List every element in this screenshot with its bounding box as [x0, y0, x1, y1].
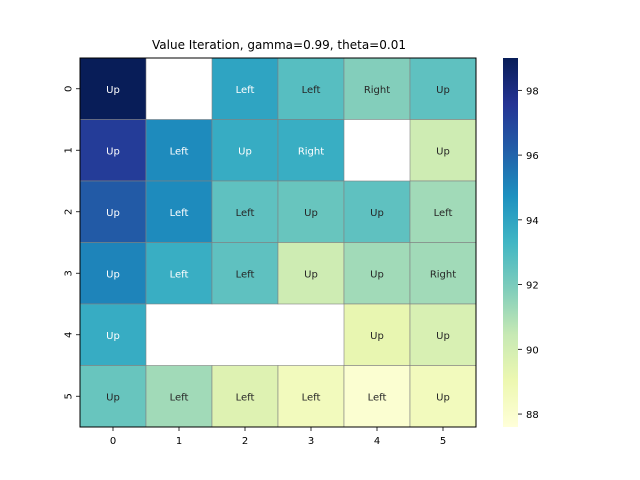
heatmap-cell [211, 57, 279, 120]
heatmap-cell [211, 365, 279, 428]
cell-label: Up [106, 208, 120, 219]
cell-label: Left [236, 269, 255, 280]
cell-label: Right [430, 269, 456, 280]
cell-label: Up [106, 269, 120, 280]
y-tick-label: 4 [64, 332, 75, 338]
cell-label: Up [304, 208, 318, 219]
x-axis-ticks: 0 1 2 3 4 5 [110, 427, 446, 447]
cell-label: Up [106, 331, 120, 342]
cell-label: Up [106, 85, 120, 96]
y-tick-label: 3 [64, 270, 75, 276]
heatmap-cell [343, 180, 411, 243]
heatmap-cell [409, 119, 477, 182]
heatmap-cell [409, 365, 477, 428]
heatmap-cells: Up Left Left Right Up Up Left Up Right Up Up Left Le… [79, 57, 477, 428]
plot-frame [79, 57, 477, 428]
cell-label: Left [170, 208, 189, 219]
heatmap-cell [145, 180, 213, 243]
cell-label: Left [170, 269, 189, 280]
cell-label: Up [370, 208, 384, 219]
heatmap-cell [409, 180, 477, 243]
cell-label: Left [236, 85, 255, 96]
cell-label: Left [302, 85, 321, 96]
heatmap-cell [211, 119, 279, 182]
y-tick-label: 0 [64, 86, 75, 92]
cell-label: Up [106, 146, 120, 157]
colorbar-tick-label: 94 [526, 216, 539, 227]
cell-label: Left [434, 208, 453, 219]
x-tick-label: 0 [110, 436, 116, 447]
colorbar-tick-label: 90 [526, 345, 539, 356]
cell-label: Left [170, 146, 189, 157]
x-tick-label: 1 [176, 436, 182, 447]
colorbar-gradient [503, 58, 518, 427]
heatmap-cell [343, 242, 411, 305]
cell-label: Up [436, 331, 450, 342]
x-tick-label: 2 [242, 436, 248, 447]
cell-label: Up [370, 269, 384, 280]
cell-label: Up [436, 146, 450, 157]
heatmap-cell [409, 303, 477, 366]
x-tick-label: 5 [440, 436, 446, 447]
cell-label: Up [304, 269, 318, 280]
cell-label: Left [236, 208, 255, 219]
cell-label: Left [302, 392, 321, 403]
y-tick-label: 1 [64, 147, 75, 153]
cell-label: Up [436, 85, 450, 96]
cell-label: Left [170, 392, 189, 403]
colorbar: 88 90 92 94 96 98 [503, 58, 539, 427]
heatmap-cell [145, 365, 213, 428]
colorbar-tick-label: 96 [526, 151, 539, 162]
heatmap-cell [343, 57, 411, 120]
cell-label: Left [236, 392, 255, 403]
cell-label: Up [436, 392, 450, 403]
heatmap-cell [277, 242, 345, 305]
heatmap-cell [277, 180, 345, 243]
chart-title: Value Iteration, gamma=0.99, theta=0.01 [152, 38, 406, 52]
heatmap-cell [79, 57, 147, 120]
x-tick-label: 3 [308, 436, 314, 447]
y-tick-label: 2 [64, 209, 75, 215]
heatmap-cell [79, 119, 147, 182]
colorbar-tick-label: 92 [526, 281, 539, 292]
cell-label: Right [364, 85, 390, 96]
cell-label: Up [106, 392, 120, 403]
y-tick-label: 5 [64, 393, 75, 399]
heatmap-cell [409, 242, 477, 305]
cell-label: Up [370, 331, 384, 342]
heatmap-cell [277, 365, 345, 428]
x-tick-label: 4 [374, 436, 380, 447]
heatmap-cell [211, 180, 279, 243]
colorbar-tick-label: 88 [526, 410, 539, 421]
y-axis-ticks: 0 1 2 3 4 5 [64, 86, 80, 399]
heatmap-cell [79, 303, 147, 366]
cell-label: Left [368, 392, 387, 403]
heatmap-cell [79, 242, 147, 305]
heatmap-cell [145, 242, 213, 305]
cell-label: Up [238, 146, 252, 157]
heatmap-cell [409, 57, 477, 120]
heatmap-cell [211, 242, 279, 305]
cell-label: Right [298, 146, 324, 157]
colorbar-tick-label: 98 [526, 86, 539, 97]
